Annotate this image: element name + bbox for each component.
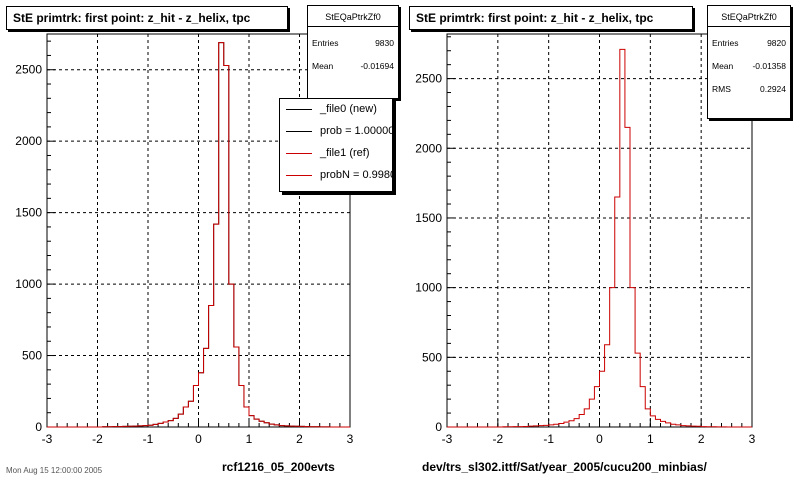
x-tick-label: 2 <box>296 432 303 446</box>
histogram-title: StE primtrk: first point: z_hit - z_heli… <box>409 6 693 30</box>
stats-name: StEQaPtrkZf0 <box>308 6 398 27</box>
stats-value: -0.01694 <box>360 61 394 71</box>
stats-row-mean: Mean -0.01358 <box>708 50 790 73</box>
stats-value: 9830 <box>375 38 394 48</box>
stats-value: 9820 <box>767 38 786 48</box>
stats-label: RMS <box>712 84 731 94</box>
y-tick-label: 0 <box>435 420 442 434</box>
stats-box: StEQaPtrkZf0 Entries 9830 Mean -0.01694 <box>307 5 399 99</box>
legend-label: _file0 (new) <box>320 103 377 115</box>
footer-timestamp: Mon Aug 15 12:00:00 2005 <box>6 466 103 475</box>
x-tick-label: 0 <box>195 432 202 446</box>
x-tick-label: 3 <box>347 432 354 446</box>
stats-label: Mean <box>712 61 734 71</box>
x-tick-label: 2 <box>698 432 705 446</box>
stats-row-entries: Entries 9830 <box>308 27 398 50</box>
stats-box: StEQaPtrkZf0 Entries 9820 Mean -0.01358 … <box>707 5 791 119</box>
x-tick-label: 1 <box>647 432 654 446</box>
stats-value: -0.01358 <box>752 61 786 71</box>
legend-label: prob = 1.000000 <box>320 125 393 137</box>
y-tick-label: 1500 <box>415 211 442 225</box>
y-tick-label: 2500 <box>415 72 442 86</box>
right-histogram-plot: 0 500 1000 1500 2000 2500 -3 -2 -1 0 1 2 3 <box>415 33 756 446</box>
x-tick-label: 0 <box>596 432 603 446</box>
left-panel: StE primtrk: first point: z_hit - z_heli… <box>6 5 399 474</box>
stats-label: Entries <box>712 38 739 48</box>
legend-entry-probn: probN = 0.998000 <box>280 165 392 187</box>
histogram-series-0 <box>447 48 752 428</box>
histogram-title: StE primtrk: first point: z_hit - z_heli… <box>6 6 288 30</box>
x-tick-label: -2 <box>492 432 503 446</box>
y-tick-label: 1000 <box>415 281 442 295</box>
x-tick-label: -1 <box>143 432 154 446</box>
legend: _file0 (new) prob = 1.000000 _file1 (ref… <box>279 98 393 192</box>
y-tick-label: 0 <box>35 420 42 434</box>
stats-value: 0.2924 <box>760 84 786 94</box>
legend-entry-file0: _file0 (new) <box>280 99 392 121</box>
x-tick-label: -3 <box>42 432 53 446</box>
legend-entry-prob: prob = 1.000000 <box>280 121 392 143</box>
y-tick-label: 2000 <box>15 134 42 148</box>
x-tick-label: -1 <box>543 432 554 446</box>
stats-label: Entries <box>312 38 339 48</box>
stats-name: StEQaPtrkZf0 <box>708 6 790 27</box>
right-panel: StE primtrk: first point: z_hit - z_heli… <box>400 0 800 480</box>
legend-swatch <box>286 153 312 154</box>
legend-swatch <box>286 131 312 132</box>
x-caption: rcf1216_05_200evts <box>222 460 335 474</box>
x-tick-label: 1 <box>246 432 253 446</box>
left-histogram-plot: 0 500 1000 1500 2000 2500 -3 -2 -1 0 1 2 3 <box>15 33 354 446</box>
stats-row-rms: RMS 0.2924 <box>708 73 790 96</box>
legend-swatch <box>286 175 312 176</box>
y-tick-label: 1500 <box>15 206 42 220</box>
stats-label: Mean <box>312 61 334 71</box>
plot-frame <box>46 33 351 428</box>
x-tick-label: 3 <box>749 432 756 446</box>
legend-swatch <box>286 109 312 110</box>
legend-label: probN = 0.998000 <box>320 169 392 181</box>
stats-row-entries: Entries 9820 <box>708 27 790 50</box>
y-tick-label: 1000 <box>15 277 42 291</box>
y-tick-label: 2500 <box>15 63 42 77</box>
y-tick-label: 500 <box>22 349 42 363</box>
histogram-series-1 <box>47 42 350 428</box>
legend-entry-file1: _file1 (ref) <box>280 143 392 165</box>
x-caption: dev/trs_sl302.ittf/Sat/year_2005/cucu200… <box>422 460 707 474</box>
legend-label: _file1 (ref) <box>320 147 370 159</box>
y-tick-label: 500 <box>422 350 442 364</box>
stats-row-mean: Mean -0.01694 <box>308 50 398 73</box>
y-tick-label: 2000 <box>415 141 442 155</box>
x-tick-label: -3 <box>442 432 453 446</box>
x-tick-label: -2 <box>92 432 103 446</box>
